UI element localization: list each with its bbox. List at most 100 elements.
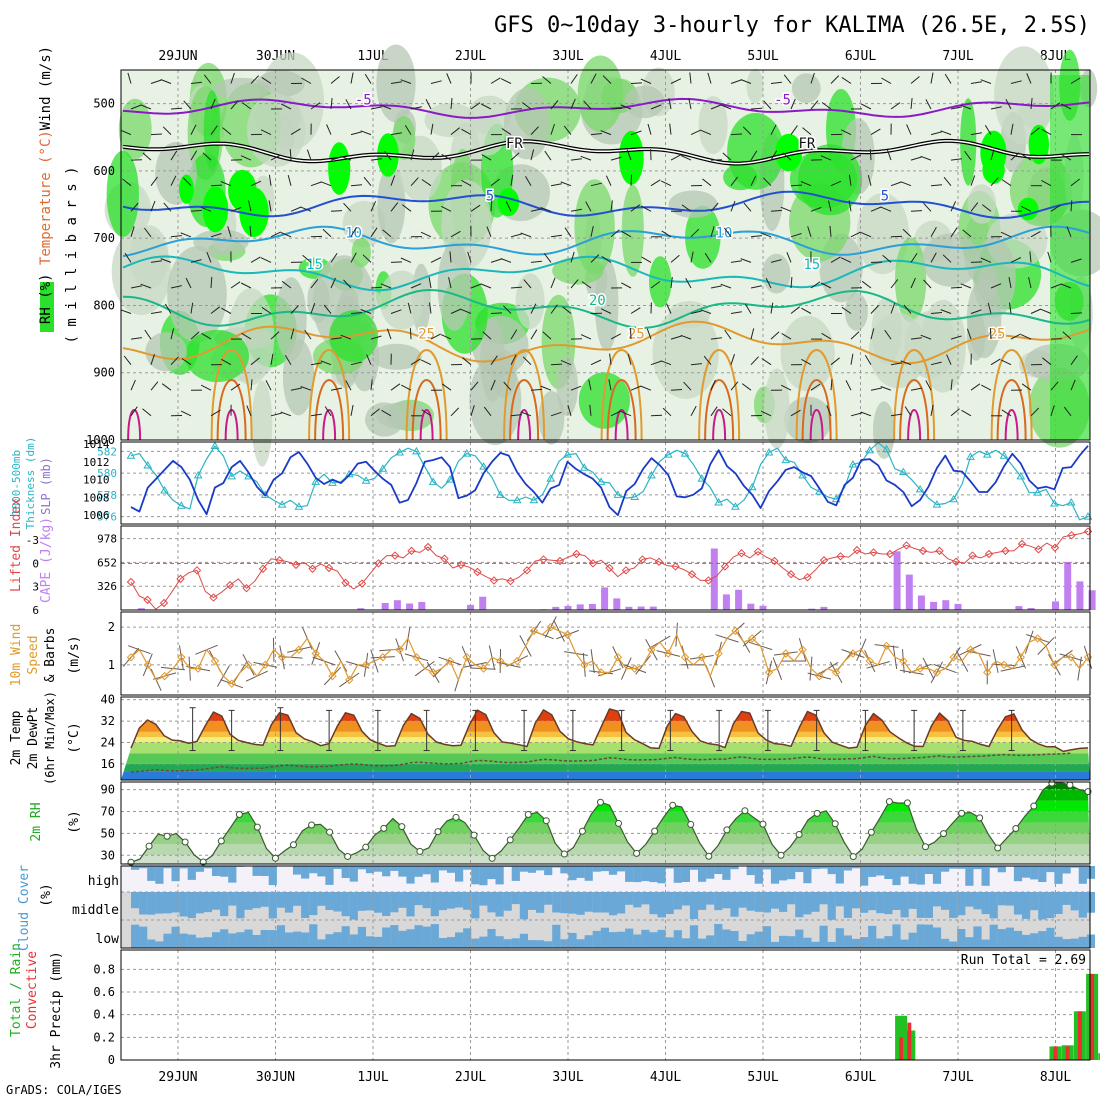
cloud-middle-cell	[147, 892, 156, 915]
wind-barb	[770, 124, 777, 135]
wind-barb	[550, 183, 562, 187]
cloud-high-cell	[681, 866, 690, 882]
rh-contour-area	[894, 237, 927, 323]
wind-barb	[270, 412, 282, 417]
wind-barb	[1070, 379, 1076, 391]
wind-barb	[626, 149, 632, 161]
thickness-series-point	[982, 450, 992, 458]
wind-barb	[689, 72, 692, 84]
cape-bar	[930, 601, 938, 610]
cloud-middle-cell	[1030, 892, 1039, 911]
cloud-high-cell	[754, 866, 763, 884]
cloud-middle-cell	[665, 892, 674, 914]
wind-barb	[441, 153, 452, 161]
cloud-unit-label-part: (%)	[39, 883, 54, 906]
lifted-index-series-point	[374, 559, 383, 568]
thickness-series-point	[462, 449, 472, 457]
cloud-high-cell	[803, 866, 812, 884]
wind-barb	[1021, 383, 1032, 391]
cloud-low-cell	[649, 932, 658, 948]
cloud-high-cell	[446, 866, 456, 873]
precip-convective-bar	[1065, 1046, 1070, 1060]
wind-barb	[861, 280, 872, 289]
lifted-index-series-point	[308, 564, 317, 573]
cape-bar	[649, 606, 657, 610]
cape-bar	[1052, 601, 1059, 610]
wind-barb	[501, 128, 512, 136]
cloud-low-cell	[1046, 927, 1055, 948]
wind-barb	[841, 306, 852, 314]
wind-barb	[660, 360, 672, 366]
wind-barb	[910, 156, 922, 161]
surface-temperature-contour	[600, 349, 643, 441]
wind-barb	[750, 285, 762, 289]
cape-bar	[588, 604, 596, 610]
cloud-high-cell	[1030, 866, 1039, 880]
wind-barb	[380, 104, 392, 110]
wind-barb	[250, 379, 253, 391]
cloud-low-cell	[1062, 939, 1071, 948]
precip-tick-label: 0.8	[93, 962, 115, 976]
wind-barb	[510, 329, 518, 340]
cape-bar	[381, 603, 389, 610]
cloud-low-cell	[892, 924, 901, 948]
surface-temperature-contour	[509, 379, 540, 441]
wind-barb	[310, 413, 322, 417]
precip-ylabel-2: Convective	[25, 951, 40, 1029]
lifted-index-ylabel-part: Lifted Index	[9, 498, 24, 592]
wind-barb	[1066, 226, 1072, 237]
cloud-low-cell	[641, 929, 650, 948]
wind-barb	[1030, 127, 1040, 135]
wind-barb	[680, 155, 692, 161]
lifted-index-series-point	[885, 549, 895, 559]
cloud-middle-cell	[819, 892, 828, 905]
cloud-ylabel-part: Cloud Cover	[17, 865, 32, 951]
cloud-middle-cell	[698, 892, 707, 910]
cloud-high-cell	[811, 866, 820, 869]
contour-label: 15	[803, 257, 820, 273]
cloud-low-cell	[673, 930, 682, 948]
bottom-date-label: 4JUL	[650, 1070, 681, 1085]
cloud-middle-cell	[544, 892, 553, 905]
wind-barb	[490, 379, 496, 391]
cloud-middle-cell	[495, 892, 504, 917]
cape-ylabel-part: CAPE (J/kg)	[39, 517, 54, 603]
wind-barb	[810, 72, 815, 84]
wind-barb	[260, 257, 272, 263]
cloud-middle-cell	[382, 892, 391, 916]
surface-temperature-contour	[517, 409, 532, 441]
wind-barb	[300, 386, 312, 391]
thickness-series-point	[143, 461, 153, 469]
wind-barb	[850, 353, 854, 365]
rh-series-point	[253, 823, 261, 831]
cloud-low-cell	[552, 924, 561, 948]
upper-panel-ylabel: RH (%) Temperature (°C)Wind (m/s)	[38, 46, 54, 324]
wind-barb	[470, 405, 475, 416]
cloud-high-cell	[835, 866, 844, 884]
precip-ylabel-1: Total / Rain	[9, 943, 24, 1037]
rh-contour-area	[365, 402, 404, 437]
wind-barb	[310, 278, 319, 289]
wind-barb	[200, 206, 212, 212]
cloud-low-cell	[932, 927, 942, 948]
cloud-low-cell	[600, 927, 609, 948]
wind-barb	[621, 230, 632, 238]
wind-barb	[610, 333, 621, 340]
rh-series-point	[615, 819, 623, 827]
cloud-low-cell	[519, 933, 528, 948]
rh-series-point	[145, 842, 153, 850]
rh-series-point	[921, 843, 929, 851]
wind-barb	[627, 353, 632, 365]
rh-fill-band	[121, 855, 1090, 864]
cloud-middle-cell	[519, 892, 528, 920]
wind-barb	[440, 334, 452, 340]
cloud-low-cell	[633, 934, 642, 948]
cloud-low-cell	[722, 929, 731, 948]
rh-contour-area	[1050, 75, 1090, 440]
wind-barb	[360, 130, 372, 136]
cloud-high-cell	[584, 866, 593, 881]
cloud-low-cell	[390, 925, 399, 948]
wind-barb	[330, 337, 342, 340]
rh-fill-band	[121, 789, 1090, 801]
wind-tick-label: 1	[108, 658, 115, 672]
